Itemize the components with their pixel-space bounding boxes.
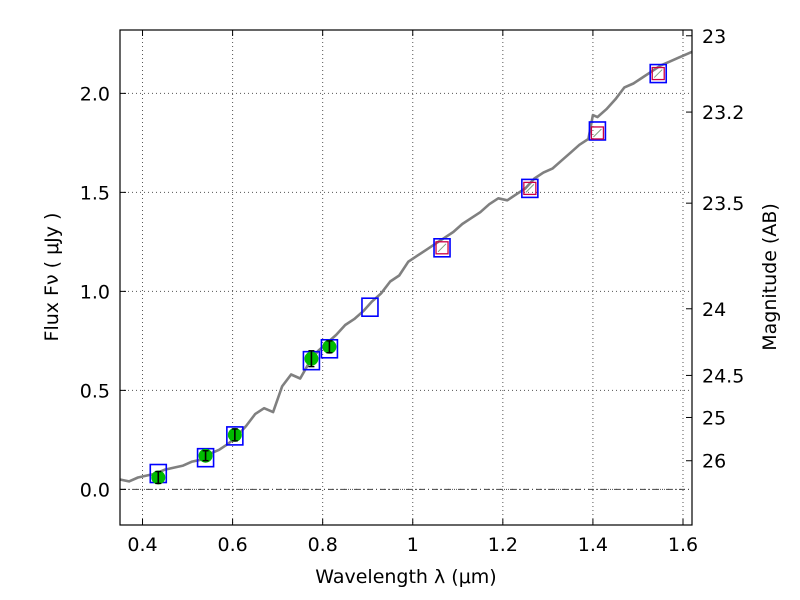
model-band-marker xyxy=(196,447,215,468)
y-axis-label: Flux Fν ( μJy ) xyxy=(41,213,63,342)
ticks: 0.4 0.6 0.8 1 1.2 1.4 1.6 0.0 0.5 1.0 1.5 2.0 23 23.2… xyxy=(80,26,745,556)
model-band-marker xyxy=(226,426,244,446)
x-tick-label: 1.2 xyxy=(488,534,518,556)
model-band-marker xyxy=(521,178,539,199)
model-band-marker xyxy=(588,121,607,141)
y2-tick-label: 26 xyxy=(702,451,726,473)
model-band-marker xyxy=(649,63,668,84)
grid xyxy=(120,30,692,525)
right-y-axis-label: Magnitude (AB) xyxy=(759,203,781,351)
model-band-marker xyxy=(433,238,451,258)
x-axis-label: Wavelength λ (μm) xyxy=(315,566,496,588)
model-band-marker xyxy=(361,297,379,318)
x-tick-label: 0.4 xyxy=(127,534,157,556)
plot-data xyxy=(119,50,693,485)
ir-band-marker xyxy=(435,241,449,255)
x-tick-label: 1.6 xyxy=(668,534,698,556)
y2-tick-label: 23 xyxy=(702,26,726,48)
ir-band-tick xyxy=(437,243,447,253)
y2-tick-label: 23.5 xyxy=(702,193,744,215)
model-spectrum-line xyxy=(119,50,693,483)
ir-band-marker xyxy=(590,126,605,140)
y2-tick-label: 23.2 xyxy=(702,102,744,124)
ir-band-tick xyxy=(525,184,535,193)
y-tick-label: 0.5 xyxy=(80,380,110,402)
x-tick-label: 1.4 xyxy=(578,534,608,556)
ir-band-tick xyxy=(593,128,602,138)
plot-frame xyxy=(119,29,693,526)
model-band-marker xyxy=(320,338,339,359)
y-tick-label: 1.0 xyxy=(80,281,110,303)
ir-band-marker xyxy=(651,66,665,81)
y2-tick-label: 25 xyxy=(702,407,726,429)
ir-band-marker xyxy=(523,181,537,196)
y-tick-label: 1.5 xyxy=(80,182,110,204)
y2-tick-label: 24.5 xyxy=(702,365,744,387)
y2-tick-label: 24 xyxy=(702,299,726,321)
y-tick-label: 0.0 xyxy=(80,479,110,501)
x-tick-label: 1 xyxy=(407,534,419,556)
ir-band-tick xyxy=(653,69,663,78)
x-tick-label: 0.6 xyxy=(217,534,247,556)
x-tick-label: 0.8 xyxy=(308,534,338,556)
y-tick-label: 2.0 xyxy=(80,83,110,105)
